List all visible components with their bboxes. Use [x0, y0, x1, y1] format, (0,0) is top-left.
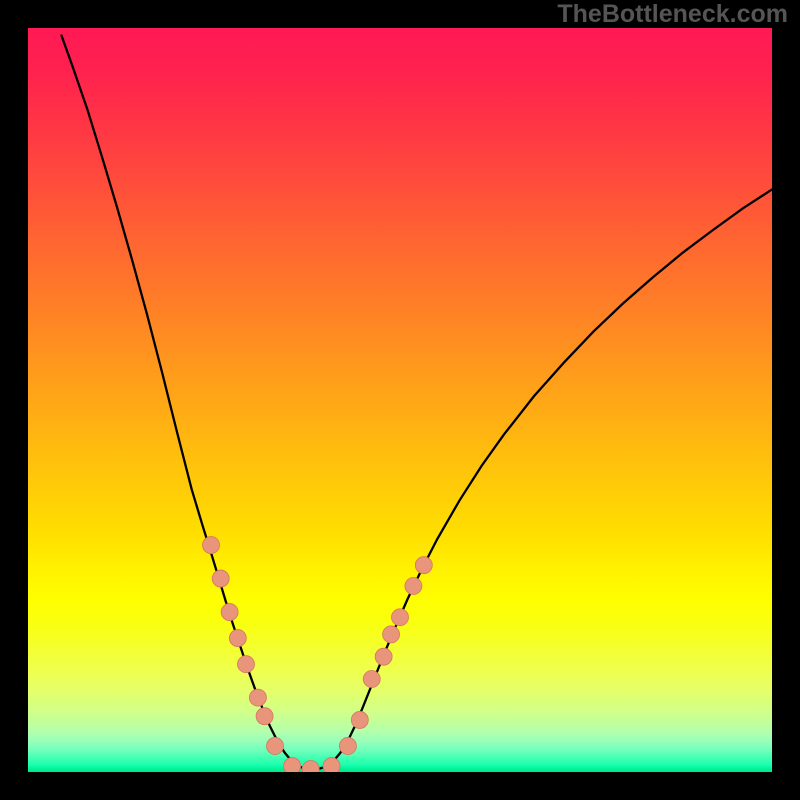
chart-container: TheBottleneck.com: [0, 0, 800, 800]
watermark-label: TheBottleneck.com: [557, 0, 788, 29]
plot-border: [0, 0, 800, 800]
